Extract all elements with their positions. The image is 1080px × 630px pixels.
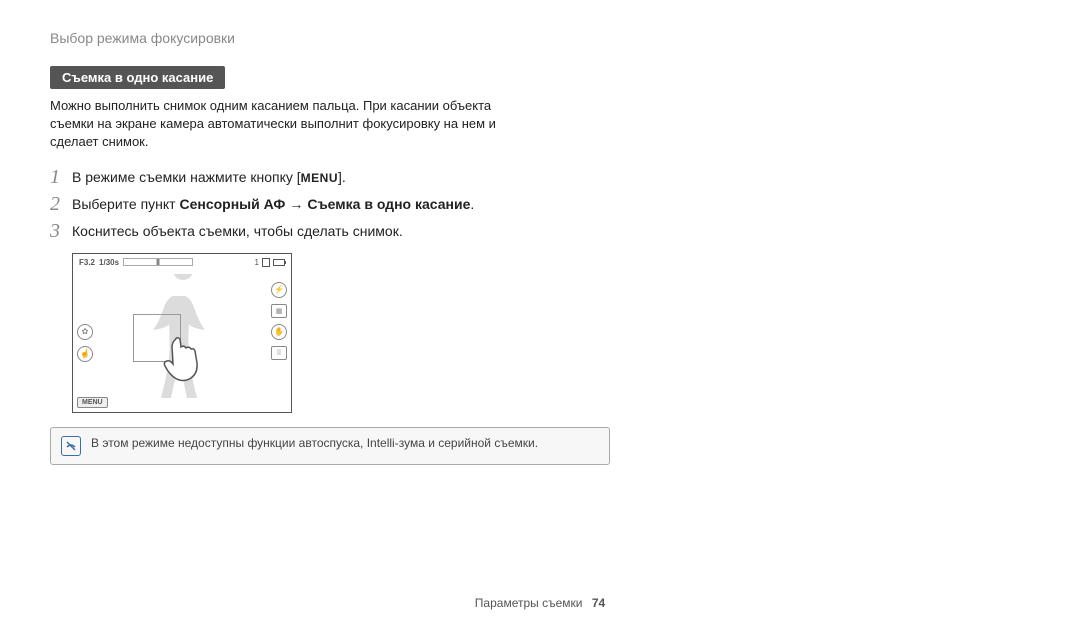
step-1-pre: В режиме съемки нажмите кнопку [: [72, 169, 301, 185]
step-1-post: ].: [338, 169, 346, 185]
step-2-post: .: [470, 196, 474, 212]
step-1: 1 В режиме съемки нажмите кнопку [MENU].: [50, 166, 1030, 189]
footer-label: Параметры съемки: [475, 596, 583, 610]
intro-line-3: сделает снимок.: [50, 134, 148, 149]
touch-mode-icon: ☝: [77, 346, 93, 362]
battery-icon: [273, 259, 285, 266]
step-2-text: Выберите пункт Сенсорный АФ→Съемка в одн…: [72, 196, 474, 212]
note-box: В этом режиме недоступны функции автоспу…: [50, 427, 610, 465]
ev-scale-icon: [123, 258, 193, 266]
menu-label-inline: MENU: [301, 171, 338, 185]
camera-left-icons: ✿ ☝: [77, 324, 93, 362]
step-1-text: В режиме съемки нажмите кнопку [MENU].: [72, 169, 346, 185]
step-number: 2: [50, 193, 72, 216]
shutter-value: 1/30s: [99, 258, 119, 267]
page-footer: Параметры съемки 74: [0, 596, 1080, 610]
steps-list: 1 В режиме съемки нажмите кнопку [MENU].…: [50, 166, 1030, 243]
settings-icon: ⠿: [271, 346, 287, 360]
step-3: 3 Коснитесь объекта съемки, чтобы сделат…: [50, 220, 1030, 243]
sd-card-icon: [262, 258, 270, 267]
step-3-text: Коснитесь объекта съемки, чтобы сделать …: [72, 223, 403, 239]
note-text: В этом режиме недоступны функции автоспу…: [91, 436, 538, 450]
step-number: 3: [50, 220, 72, 243]
intro-line-1: Можно выполнить снимок одним касанием па…: [50, 98, 491, 113]
step-2-bold-2: Съемка в одно касание: [307, 196, 470, 212]
page-number: 74: [592, 596, 605, 610]
breadcrumb: Выбор режима фокусировки: [50, 30, 1030, 46]
note-icon: [61, 436, 81, 456]
shot-count: 1: [255, 258, 259, 267]
mode-icon: ✿: [77, 324, 93, 340]
camera-display: F3.2 1/30s 1 ✿ ☝ ⚡ ▦ ✋ ⠿ ME: [72, 253, 292, 413]
stabilizer-icon: ✋: [271, 324, 287, 340]
aperture-value: F3.2: [79, 258, 95, 267]
camera-right-icons: ⚡ ▦ ✋ ⠿: [271, 282, 287, 360]
intro-text: Можно выполнить снимок одним касанием па…: [50, 97, 530, 152]
flash-icon: ⚡: [271, 282, 287, 298]
step-2-pre: Выберите пункт: [72, 196, 179, 212]
step-2: 2 Выберите пункт Сенсорный АФ→Съемка в о…: [50, 193, 1030, 216]
intro-line-2: съемки на экране камера автоматически вы…: [50, 116, 496, 131]
menu-button[interactable]: MENU: [77, 397, 108, 408]
step-2-bold-1: Сенсорный АФ: [179, 196, 285, 212]
touch-hand-icon: [155, 332, 205, 382]
section-header: Съемка в одно касание: [50, 66, 225, 89]
camera-top-bar: F3.2 1/30s 1: [77, 258, 287, 267]
size-icon: ▦: [271, 304, 287, 318]
step-number: 1: [50, 166, 72, 189]
arrow-icon: →: [289, 196, 303, 212]
